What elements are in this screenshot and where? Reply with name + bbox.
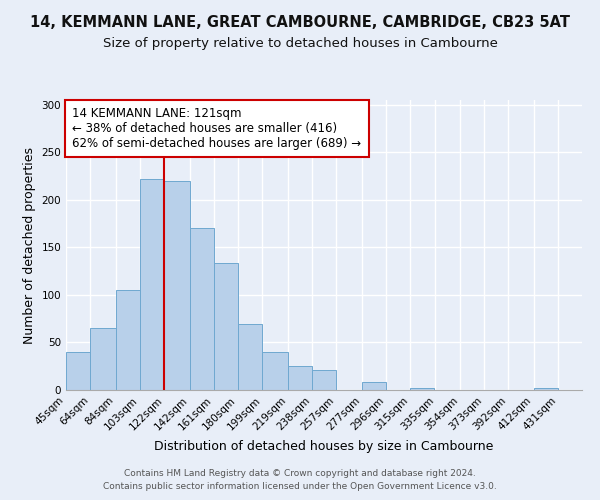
Bar [214,262,238,390]
Bar [190,228,214,390]
Text: 14, KEMMANN LANE, GREAT CAMBOURNE, CAMBRIDGE, CB23 5AT: 14, KEMMANN LANE, GREAT CAMBOURNE, CAMBR… [30,15,570,30]
Bar [362,382,386,390]
Text: Contains public sector information licensed under the Open Government Licence v3: Contains public sector information licen… [103,482,497,491]
Bar [533,388,558,390]
Text: Size of property relative to detached houses in Cambourne: Size of property relative to detached ho… [103,38,497,51]
Bar [410,388,434,390]
Bar [90,328,116,390]
Bar [116,290,140,390]
Bar [164,181,190,390]
Bar [312,370,336,390]
Bar [140,179,164,390]
Y-axis label: Number of detached properties: Number of detached properties [23,146,36,344]
Text: 14 KEMMANN LANE: 121sqm
← 38% of detached houses are smaller (416)
62% of semi-d: 14 KEMMANN LANE: 121sqm ← 38% of detache… [73,106,361,150]
Bar [287,366,312,390]
Bar [238,324,262,390]
X-axis label: Distribution of detached houses by size in Cambourne: Distribution of detached houses by size … [154,440,494,453]
Bar [262,352,287,390]
Bar [66,352,90,390]
Text: Contains HM Land Registry data © Crown copyright and database right 2024.: Contains HM Land Registry data © Crown c… [124,468,476,477]
